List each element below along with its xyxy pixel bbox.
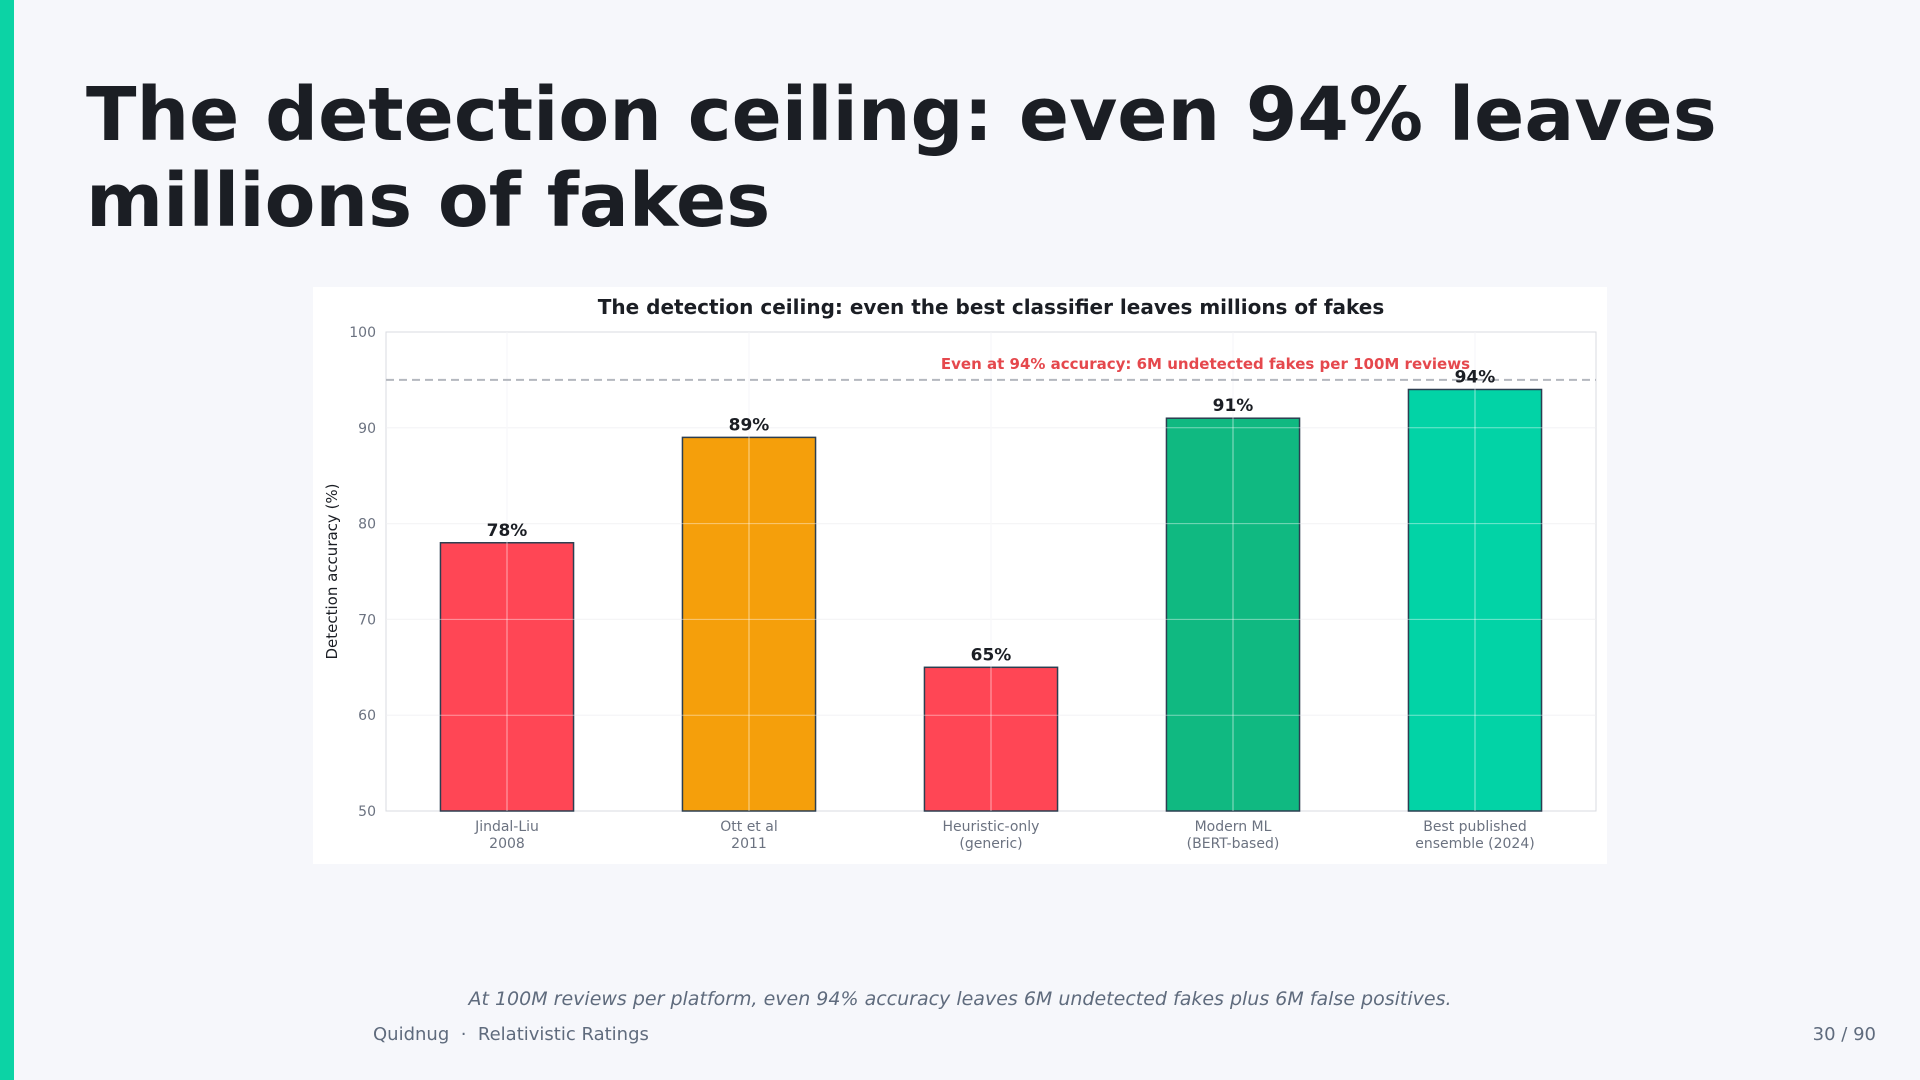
y-tick-label: 90 <box>358 421 376 437</box>
x-tick-label: Jindal-Liu <box>474 819 539 835</box>
accent-bar <box>0 0 14 1080</box>
x-tick-label: Heuristic-only <box>943 819 1040 835</box>
y-tick-label: 50 <box>358 804 376 820</box>
y-tick-label: 80 <box>358 517 376 533</box>
x-tick-label: Best published <box>1423 819 1527 835</box>
value-label: 78% <box>487 521 528 541</box>
y-tick-label: 100 <box>349 325 376 341</box>
x-tick-label: Modern ML <box>1195 819 1272 835</box>
value-label: 89% <box>729 415 770 435</box>
slide-title: The detection ceiling: even 94% leaves m… <box>86 72 1717 244</box>
y-axis-label: Detection accuracy (%) <box>323 483 341 659</box>
footer-brand: Quidnug <box>373 1024 450 1045</box>
y-tick-label: 60 <box>358 708 376 724</box>
x-tick-label: Ott et al <box>720 819 777 835</box>
x-tick-label: 2008 <box>489 836 525 852</box>
x-tick-label: (generic) <box>959 836 1022 852</box>
slide-caption: At 100M reviews per platform, even 94% a… <box>468 988 1452 1010</box>
footer-brand-line: Quidnug · Relativistic Ratings <box>373 1024 649 1045</box>
value-label: 94% <box>1455 367 1496 387</box>
reference-line-label: Even at 94% accuracy: 6M undetected fake… <box>941 355 1470 373</box>
chart-title: The detection ceiling: even the best cla… <box>598 295 1385 319</box>
page-number: 30 / 90 <box>1812 1024 1876 1045</box>
x-tick-label: 2011 <box>731 836 767 852</box>
y-tick-label: 70 <box>358 612 376 628</box>
value-label: 91% <box>1213 396 1254 416</box>
footer-section: Relativistic Ratings <box>477 1024 649 1045</box>
x-tick-label: (BERT-based) <box>1187 836 1280 852</box>
chart-card: The detection ceiling: even the best cla… <box>313 287 1607 864</box>
bar-chart: The detection ceiling: even the best cla… <box>323 295 1597 852</box>
value-label: 65% <box>971 645 1012 665</box>
footer-separator: · <box>460 1024 467 1045</box>
x-tick-label: ensemble (2024) <box>1415 836 1534 852</box>
